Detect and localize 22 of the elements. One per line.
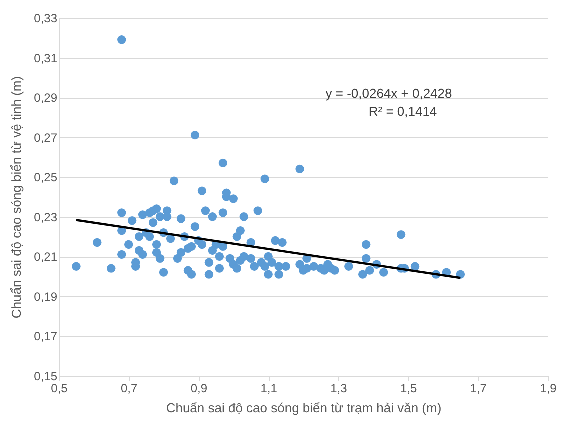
- x-tick-label: 1,1: [260, 382, 278, 396]
- y-tick-label: 0,17: [34, 330, 58, 344]
- annotation: y = -0,0264x + 0,2428: [326, 86, 452, 101]
- annotation: R² = 0,1414: [368, 104, 438, 119]
- x-axis-title: Chuẩn sai độ cao sóng biển từ trạm hải văn (m): [166, 400, 442, 416]
- y-tick-label: 0,31: [34, 51, 58, 66]
- x-tick-label: 1,5: [400, 382, 418, 396]
- y-tick-label: 0,25: [34, 170, 58, 185]
- x-tick-label: 1,3: [330, 382, 348, 396]
- x-tick-label: 0,5: [51, 382, 68, 396]
- y-axis-title: Chuẩn sai độ cao sóng biển từ vệ tinh (m): [9, 76, 24, 319]
- y-tick-label: 0,21: [34, 250, 58, 264]
- y-tick-label: 0,27: [34, 130, 58, 145]
- y-tick-label: 0,29: [34, 91, 58, 106]
- x-tick-label: 0,9: [190, 382, 208, 396]
- y-tick-label: 0,23: [34, 210, 58, 224]
- x-tick-label: 1,7: [470, 382, 488, 396]
- x-tick-label: 1,9: [540, 382, 558, 396]
- y-tick-label: 0,15: [34, 370, 58, 384]
- y-tick-label: 0,33: [34, 12, 58, 26]
- y-tick-label: 0,19: [34, 290, 58, 304]
- x-tick-label: 0,7: [121, 382, 138, 396]
